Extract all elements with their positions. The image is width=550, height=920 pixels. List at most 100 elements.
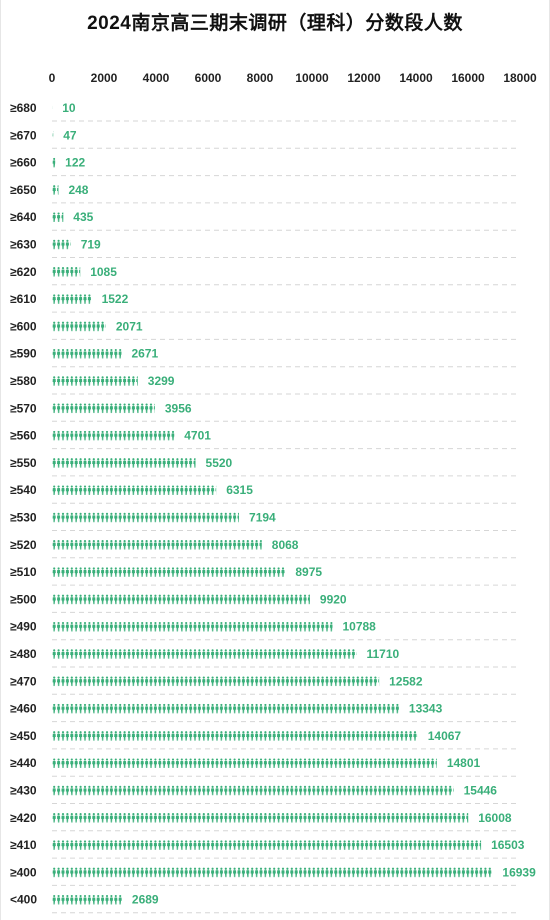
bar bbox=[52, 758, 437, 768]
category-label: ≥570 bbox=[10, 401, 37, 415]
x-tick-label: 8000 bbox=[247, 71, 274, 85]
bar-row: ≥450 14067 bbox=[10, 729, 461, 743]
bar bbox=[52, 867, 492, 878]
bar bbox=[52, 540, 262, 550]
value-label: 3956 bbox=[165, 401, 192, 415]
value-label: 1522 bbox=[102, 292, 129, 306]
bar-row: ≥510 8975 bbox=[10, 565, 322, 579]
bar bbox=[52, 376, 138, 386]
bar bbox=[52, 813, 469, 823]
value-label: 14801 bbox=[447, 756, 481, 770]
bar bbox=[52, 594, 310, 605]
bar-row: <400 2689 bbox=[10, 893, 159, 907]
bar bbox=[52, 130, 54, 141]
bar-row: ≥520 8068 bbox=[10, 538, 299, 552]
category-label: ≥540 bbox=[10, 483, 37, 497]
bar-row: ≥470 12582 bbox=[10, 674, 423, 688]
value-label: 122 bbox=[65, 156, 85, 170]
value-label: 15446 bbox=[464, 784, 498, 798]
bar bbox=[52, 267, 81, 277]
value-label: 4701 bbox=[184, 429, 211, 443]
value-label: 248 bbox=[68, 183, 88, 197]
bar bbox=[52, 485, 217, 495]
category-label: ≥440 bbox=[10, 756, 37, 770]
bar-row: ≥670 47 bbox=[10, 128, 77, 142]
value-label: 435 bbox=[73, 210, 93, 224]
value-label: 8975 bbox=[295, 565, 322, 579]
bar bbox=[52, 185, 59, 195]
category-label: ≥590 bbox=[10, 347, 37, 361]
bar-row: ≥490 10788 bbox=[10, 620, 376, 634]
category-label: ≥660 bbox=[10, 156, 37, 170]
bar bbox=[52, 894, 122, 905]
category-label: ≥420 bbox=[10, 811, 37, 825]
bar-row: ≥500 9920 bbox=[10, 592, 347, 606]
value-label: 16939 bbox=[502, 865, 536, 879]
category-label: ≥620 bbox=[10, 265, 37, 279]
bar-row: ≥640 435 bbox=[10, 210, 94, 224]
bar bbox=[52, 512, 240, 523]
value-label: 2671 bbox=[131, 347, 158, 361]
value-label: 16503 bbox=[491, 838, 525, 852]
bar-row: ≥440 14801 bbox=[10, 756, 481, 770]
category-label: ≥480 bbox=[10, 647, 37, 661]
bar-row: ≥400 16939 bbox=[10, 865, 536, 879]
bar-row: ≥530 7194 bbox=[10, 511, 276, 525]
category-label: ≥640 bbox=[10, 210, 37, 224]
bar-row: ≥580 3299 bbox=[10, 374, 175, 388]
x-tick-label: 0 bbox=[49, 71, 56, 85]
bar-row: ≥630 719 bbox=[10, 238, 101, 252]
category-label: ≥610 bbox=[10, 292, 37, 306]
bar-row: ≥410 16503 bbox=[10, 838, 525, 852]
category-label: ≥580 bbox=[10, 374, 37, 388]
value-label: 13343 bbox=[409, 702, 443, 716]
bar-row: ≥480 11710 bbox=[10, 647, 399, 661]
bar-row: ≥570 3956 bbox=[10, 401, 192, 415]
x-tick-label: 18000 bbox=[503, 71, 537, 85]
category-label: ≥650 bbox=[10, 183, 37, 197]
category-label: ≥450 bbox=[10, 729, 37, 743]
category-label: ≥460 bbox=[10, 702, 37, 716]
bar bbox=[52, 731, 417, 741]
bar bbox=[52, 212, 64, 222]
value-label: 12582 bbox=[389, 674, 423, 688]
bar-row: ≥620 1085 bbox=[10, 265, 117, 279]
category-label: ≥490 bbox=[10, 620, 37, 634]
category-label: ≥550 bbox=[10, 456, 37, 470]
category-label: ≥470 bbox=[10, 674, 37, 688]
category-label: ≥410 bbox=[10, 838, 37, 852]
category-label: ≥400 bbox=[10, 865, 37, 879]
bar bbox=[52, 621, 333, 632]
value-label: 14067 bbox=[428, 729, 462, 743]
bar bbox=[52, 294, 91, 304]
bar bbox=[52, 567, 285, 577]
bar bbox=[52, 703, 399, 714]
bar bbox=[52, 649, 357, 659]
bar bbox=[52, 840, 482, 850]
x-tick-label: 10000 bbox=[295, 71, 329, 85]
x-tick-label: 12000 bbox=[347, 71, 381, 85]
bar-row: ≥650 248 bbox=[10, 183, 89, 197]
x-tick-label: 14000 bbox=[399, 71, 433, 85]
bar-row: ≥550 5520 bbox=[10, 456, 233, 470]
x-tick-label: 4000 bbox=[143, 71, 170, 85]
bar-row: ≥680 10 bbox=[10, 101, 76, 115]
category-label: ≥680 bbox=[10, 101, 37, 115]
bar-row: ≥660 122 bbox=[10, 156, 86, 170]
category-label: ≥630 bbox=[10, 238, 37, 252]
bar-row: ≥590 2671 bbox=[10, 347, 158, 361]
category-label: ≥520 bbox=[10, 538, 37, 552]
x-tick-label: 16000 bbox=[451, 71, 485, 85]
bar-row: ≥420 16008 bbox=[10, 811, 512, 825]
category-label: ≥500 bbox=[10, 592, 37, 606]
value-label: 47 bbox=[63, 128, 77, 142]
bar bbox=[52, 430, 175, 441]
x-axis-ticks: 0 2000 4000 6000 8000 10000 12000 14000 16000 180… bbox=[49, 71, 537, 85]
category-label: ≥430 bbox=[10, 784, 37, 798]
bar-row: ≥460 13343 bbox=[10, 702, 443, 716]
bar bbox=[52, 239, 71, 250]
bar bbox=[52, 321, 106, 332]
bar-row: ≥430 15446 bbox=[10, 784, 497, 798]
bar-row: ≥610 1522 bbox=[10, 292, 129, 306]
